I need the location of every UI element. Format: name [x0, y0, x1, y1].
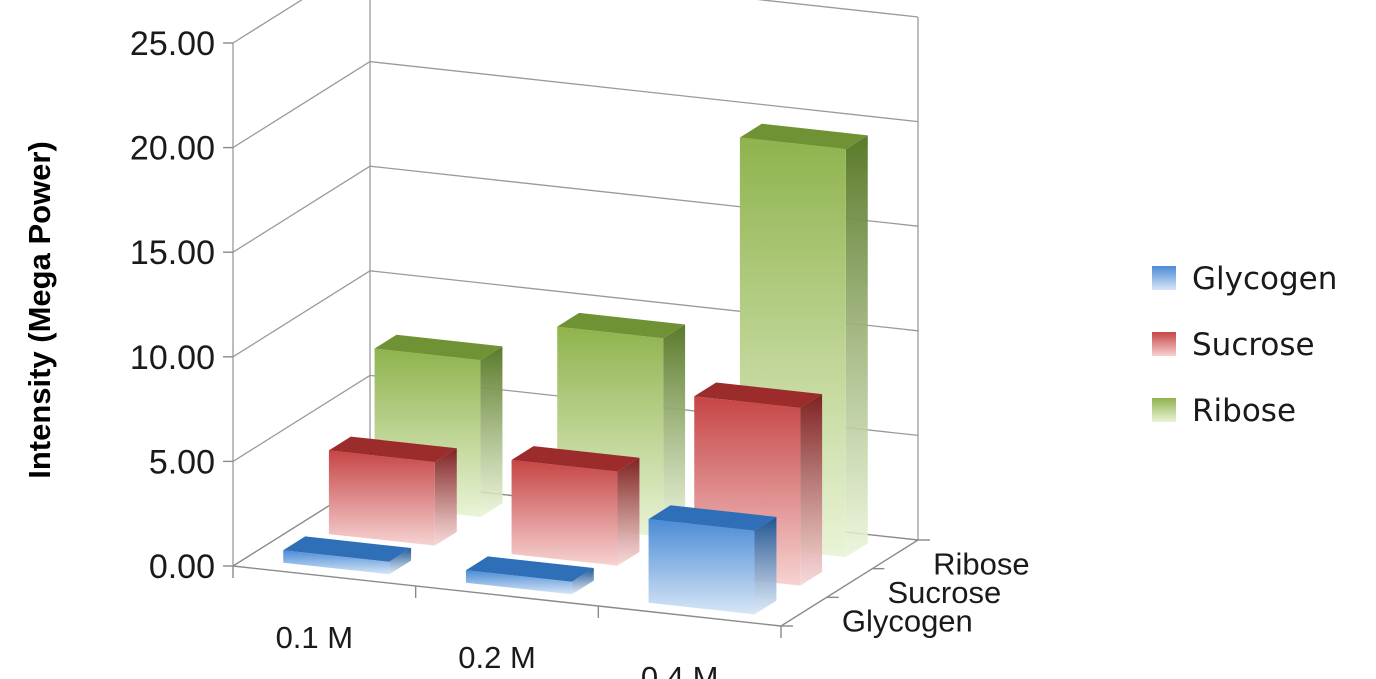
depth-label: Glycogen: [842, 604, 973, 639]
y-tick-label: 20.00: [130, 130, 215, 168]
bar-top: [283, 536, 412, 562]
bar-side: [434, 448, 457, 546]
y-tick-label: 25.00: [130, 25, 215, 63]
bar-side: [480, 346, 503, 518]
depth-label: Sucrose: [888, 575, 1002, 610]
bar-top: [465, 556, 594, 582]
bars: [283, 123, 868, 615]
x-axis-line: [232, 565, 782, 627]
legend-entry: Sucrose: [1192, 327, 1315, 363]
bar-side: [389, 548, 412, 575]
axes: [232, 539, 919, 627]
bar-side: [617, 457, 640, 566]
bar-side: [663, 324, 686, 538]
legend: Glycogen Sucrose Ribose: [1152, 261, 1337, 429]
x-category-label: 0.4 M: [641, 660, 719, 679]
bar: [328, 436, 457, 546]
bar: [283, 536, 412, 575]
bar-front: [283, 550, 390, 575]
gridline: [232, 0, 919, 44]
bar-top: [557, 312, 686, 339]
bar-side: [800, 394, 823, 586]
y-tick-labels: 0.00 5.00 10.00 15.00 20.00 25.00: [130, 25, 233, 586]
bar-front: [511, 459, 618, 566]
x-category-labels: 0.1 M 0.2 M 0.4 M: [232, 566, 782, 679]
bar-top: [739, 123, 868, 150]
bar: [648, 505, 777, 615]
bar-front: [328, 450, 435, 546]
bar-side: [571, 568, 594, 595]
x-category-label: 0.1 M: [276, 620, 354, 655]
y-tick-label: 0.00: [149, 548, 215, 586]
legend-entry: Ribose: [1192, 393, 1296, 429]
bar: [465, 556, 594, 595]
bar-front: [648, 519, 755, 615]
bar-top: [694, 382, 823, 408]
bar-side: [845, 135, 868, 558]
bar-front: [465, 570, 572, 595]
legend-swatch: [1152, 398, 1176, 422]
legend-swatch: [1152, 332, 1176, 356]
gridlines: [232, 0, 919, 567]
legend-entry: Glycogen: [1192, 261, 1337, 297]
y-tick-label: 10.00: [130, 339, 215, 377]
y-tick-label: 5.00: [149, 443, 215, 481]
y-tick-label: 15.00: [130, 234, 215, 272]
bar-top: [328, 436, 457, 462]
bar-side: [754, 516, 777, 615]
legend-swatch: [1152, 266, 1176, 290]
y-axis-label: Intensity (Mega Power): [22, 141, 57, 479]
bar-top: [648, 505, 777, 531]
depth-axis-line: [780, 539, 919, 627]
bar-top: [374, 334, 503, 361]
depth-label: Ribose: [933, 546, 1030, 581]
bar: [511, 446, 640, 566]
x-category-label: 0.2 M: [458, 640, 536, 675]
bar-top: [511, 446, 640, 472]
